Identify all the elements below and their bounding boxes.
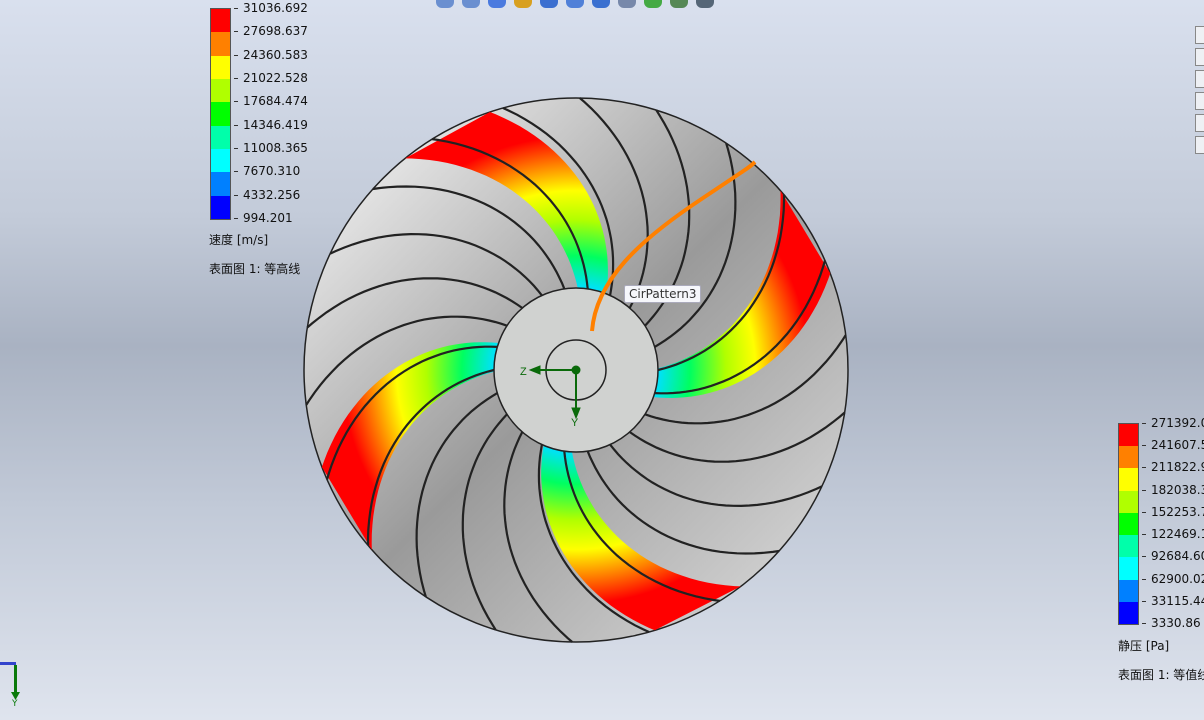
previous-view-icon[interactable] bbox=[488, 0, 506, 8]
color-band bbox=[1119, 490, 1138, 513]
velocity-color-bar bbox=[210, 8, 231, 220]
custom-properties-icon[interactable] bbox=[1195, 136, 1204, 154]
zoom-area-icon[interactable] bbox=[462, 0, 480, 8]
color-band bbox=[1119, 535, 1138, 558]
color-band bbox=[211, 9, 230, 33]
legend-tick-label: 211822.9 bbox=[1141, 460, 1204, 474]
color-band bbox=[1119, 557, 1138, 580]
color-band bbox=[1119, 579, 1138, 602]
task-pane-tabs bbox=[1195, 26, 1204, 158]
view-settings-icon[interactable] bbox=[696, 0, 714, 8]
axis-z-label: Z bbox=[520, 366, 527, 378]
flow-contour-passage bbox=[541, 445, 741, 631]
impeller-blade bbox=[306, 277, 523, 329]
reference-triad bbox=[528, 365, 581, 420]
impeller-blade bbox=[366, 368, 495, 546]
display-style-icon[interactable] bbox=[592, 0, 610, 8]
impeller-blade bbox=[579, 97, 649, 309]
view-orientation-icon[interactable] bbox=[566, 0, 584, 8]
flow-contour-passage bbox=[653, 190, 831, 398]
selected-edge-highlight bbox=[590, 160, 757, 332]
dynamic-annotation-icon[interactable] bbox=[540, 0, 558, 8]
velocity-quantity-label: 速度 [m/s] bbox=[209, 233, 269, 247]
legend-tick-label: 31036.692 bbox=[234, 1, 308, 15]
color-band bbox=[1119, 446, 1138, 469]
legend-tick-label: 241607.5 bbox=[1141, 438, 1204, 452]
color-band bbox=[211, 172, 230, 196]
legend-tick-label: 7670.310 bbox=[233, 164, 301, 179]
legend-tick-label: 271392.0 bbox=[1141, 416, 1204, 430]
legend-tick-label: 152253.7 bbox=[1141, 505, 1204, 519]
impeller-blade bbox=[461, 413, 508, 631]
zoom-to-fit-icon[interactable] bbox=[436, 0, 454, 8]
velocity-plot-name: 表面图 1: 等高线 bbox=[209, 262, 301, 276]
feature-tooltip: CirPattern3 bbox=[624, 285, 702, 303]
impeller-blade bbox=[537, 444, 650, 634]
legend-tick-label: 4332.256 bbox=[233, 187, 301, 202]
legend-tick-label: 33115.44 bbox=[1141, 594, 1204, 608]
color-band bbox=[1119, 424, 1138, 447]
view-triad bbox=[0, 662, 20, 700]
legend-tick-label: 27698.637 bbox=[234, 24, 308, 39]
legend-tick-label: 11008.365 bbox=[234, 141, 308, 155]
impeller-blade bbox=[502, 106, 615, 296]
appearances-icon[interactable] bbox=[1195, 114, 1204, 132]
view-triad-y-label: Y bbox=[11, 699, 18, 709]
legend-tick-label: 92684.60 bbox=[1141, 549, 1204, 563]
impeller-blade bbox=[432, 138, 589, 289]
legend-tick-label: 182038.3 bbox=[1141, 483, 1204, 497]
axis-y-label: Y bbox=[571, 417, 579, 429]
impeller-blade bbox=[654, 260, 827, 395]
pressure-color-bar bbox=[1118, 423, 1139, 625]
view-toolbar bbox=[436, 0, 714, 8]
section-view-icon[interactable] bbox=[514, 0, 532, 8]
pressure-quantity-label: 静压 [Pa] bbox=[1118, 639, 1170, 653]
design-library-icon[interactable] bbox=[1195, 48, 1204, 66]
edit-appearance-icon[interactable] bbox=[644, 0, 662, 8]
legend-tick-label: 994.201 bbox=[234, 211, 293, 225]
color-band bbox=[211, 32, 230, 56]
legend-tick-label: 24360.583 bbox=[234, 47, 308, 62]
color-band bbox=[211, 195, 230, 219]
legend-tick-label: 17684.474 bbox=[234, 94, 308, 109]
impeller-blade bbox=[329, 232, 543, 297]
color-band bbox=[211, 55, 230, 79]
impeller-blade bbox=[629, 411, 846, 463]
legend-tick-label: 3330.86 bbox=[1142, 616, 1201, 630]
color-band bbox=[1119, 601, 1138, 624]
impeller-blade bbox=[586, 450, 780, 555]
legend-tick-label: 14346.419 bbox=[234, 117, 308, 132]
legend-tick-label: 21022.528 bbox=[234, 71, 308, 85]
file-explorer-icon[interactable] bbox=[1195, 70, 1204, 88]
impeller-blade bbox=[654, 142, 737, 348]
apply-scene-icon[interactable] bbox=[670, 0, 688, 8]
impeller-blade bbox=[609, 443, 823, 508]
color-band bbox=[211, 102, 230, 126]
impeller-blade bbox=[563, 451, 720, 602]
pressure-plot-name: 表面图 1: 等值线 bbox=[1118, 668, 1204, 682]
flow-contour-passage bbox=[405, 112, 608, 294]
hide-show-items-icon[interactable] bbox=[618, 0, 636, 8]
impeller-blade bbox=[644, 334, 847, 425]
legend-tick-label: 122469.1 bbox=[1141, 527, 1204, 541]
color-band bbox=[1119, 512, 1138, 536]
impeller-blade bbox=[657, 194, 786, 372]
impeller-blade bbox=[503, 431, 573, 643]
impeller-blade bbox=[305, 315, 508, 406]
impeller-blade bbox=[325, 345, 498, 480]
impeller-blade bbox=[415, 392, 498, 598]
color-band bbox=[211, 125, 230, 149]
flow-contour-passage bbox=[321, 342, 499, 550]
view-palette-icon[interactable] bbox=[1195, 92, 1204, 110]
impeller-blade bbox=[372, 185, 566, 290]
home-icon[interactable] bbox=[1195, 26, 1204, 44]
color-band bbox=[211, 148, 230, 173]
color-band bbox=[1119, 468, 1138, 491]
legend-tick-label: 62900.02 bbox=[1141, 572, 1204, 586]
color-band bbox=[211, 78, 230, 103]
